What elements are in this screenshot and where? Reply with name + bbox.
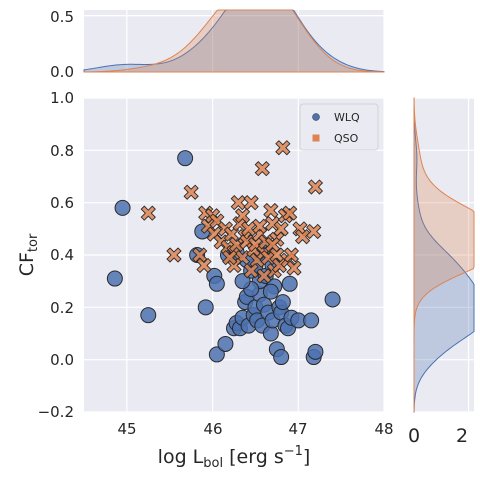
qso-point-4 — [196, 257, 212, 274]
top-ytick-1: 0.5 — [50, 8, 74, 26]
qso-point-36 — [273, 221, 289, 237]
wlq-point-6 — [197, 299, 214, 316]
legend: WLQ QSO — [299, 103, 379, 151]
qso-point-53 — [283, 247, 300, 263]
qso-point-44 — [306, 223, 322, 240]
qso-point-2 — [183, 184, 199, 200]
qso-point-50 — [234, 208, 251, 224]
legend-wlq-marker — [312, 113, 320, 121]
xtick-2: 47 — [288, 420, 307, 438]
ytick-6: 1.0 — [50, 89, 74, 107]
qso-point-47 — [243, 263, 259, 279]
qso-point-45 — [307, 179, 324, 195]
top-kde-qso — [83, 9, 385, 73]
x-axis-label-rest: [erg s — [223, 446, 284, 468]
wlq-point-44 — [324, 291, 341, 308]
wlq-point-35 — [274, 294, 291, 311]
legend-qso-label: QSO — [334, 132, 359, 145]
xtick-1: 46 — [203, 420, 222, 438]
ytick-4: 0.6 — [50, 194, 74, 212]
x-axis-label-main: log L — [158, 446, 204, 468]
qso-point-40 — [282, 205, 298, 221]
wlq-point-0 — [106, 270, 123, 287]
top-marginal-panel: 0.0 0.5 — [50, 8, 385, 81]
qso-points — [140, 140, 324, 284]
ytick-0: −0.2 — [38, 403, 74, 421]
wlq-point-43 — [303, 312, 320, 329]
right-kde-wlq — [413, 97, 475, 413]
ytick-2: 0.2 — [50, 299, 74, 317]
wlq-point-2 — [140, 307, 157, 324]
ytick-3: 0.4 — [50, 246, 74, 264]
xtick-0: 45 — [117, 420, 136, 438]
x-axis-label-sup: −1 — [284, 444, 303, 459]
ytick-5: 0.8 — [50, 142, 74, 160]
right-xtick-0: 0 — [408, 425, 420, 447]
qso-point-41 — [286, 260, 302, 276]
right-marginal-panel: 0 2 — [408, 97, 475, 447]
wlq-point-8 — [208, 275, 225, 292]
qso-point-13 — [223, 226, 240, 242]
legend-wlq-label: WLQ — [334, 111, 360, 124]
qso-point-52 — [222, 249, 238, 266]
right-xtick-1: 2 — [456, 425, 468, 447]
qso-point-31 — [263, 202, 279, 219]
wlq-point-54 — [281, 275, 298, 292]
wlq-point-42 — [307, 343, 324, 360]
qso-point-51 — [252, 218, 268, 234]
qso-point-0 — [140, 205, 156, 221]
xtick-3: 48 — [374, 420, 393, 438]
wlq-point-3 — [177, 150, 194, 167]
main-panel: WLQ QSO −0.2 0.0 0.2 0.4 0.6 0.8 1.0 45 … — [16, 89, 394, 471]
wlq-point-53 — [262, 283, 279, 300]
y-axis-label-sub: tor — [26, 233, 41, 252]
x-axis-label: log Lbol [erg s−1] — [158, 444, 311, 471]
qso-point-43 — [294, 229, 311, 245]
top-marginal-background — [84, 10, 384, 72]
qso-point-22 — [243, 195, 259, 211]
top-ytick-0: 0.0 — [50, 63, 74, 81]
x-axis-label-sub: bol — [203, 456, 223, 471]
qso-point-1 — [166, 247, 182, 263]
y-axis-label-main: CF — [16, 252, 38, 276]
legend-qso-marker — [312, 134, 320, 142]
qso-point-54 — [264, 236, 281, 253]
qso-point-48 — [256, 268, 272, 284]
qso-point-27 — [254, 161, 270, 177]
qso-point-37 — [275, 140, 291, 156]
wlq-point-29 — [262, 325, 279, 342]
wlq-point-1 — [114, 199, 131, 216]
qso-point-3 — [192, 247, 208, 263]
x-axis-label-end: ] — [303, 446, 310, 468]
wlq-point-11 — [217, 335, 234, 352]
y-axis-label: CFtor — [16, 233, 41, 276]
right-kde-qso — [413, 97, 475, 412]
wlq-point-40 — [273, 349, 290, 366]
ytick-1: 0.0 — [50, 351, 74, 369]
wlq-point-9 — [208, 346, 225, 363]
